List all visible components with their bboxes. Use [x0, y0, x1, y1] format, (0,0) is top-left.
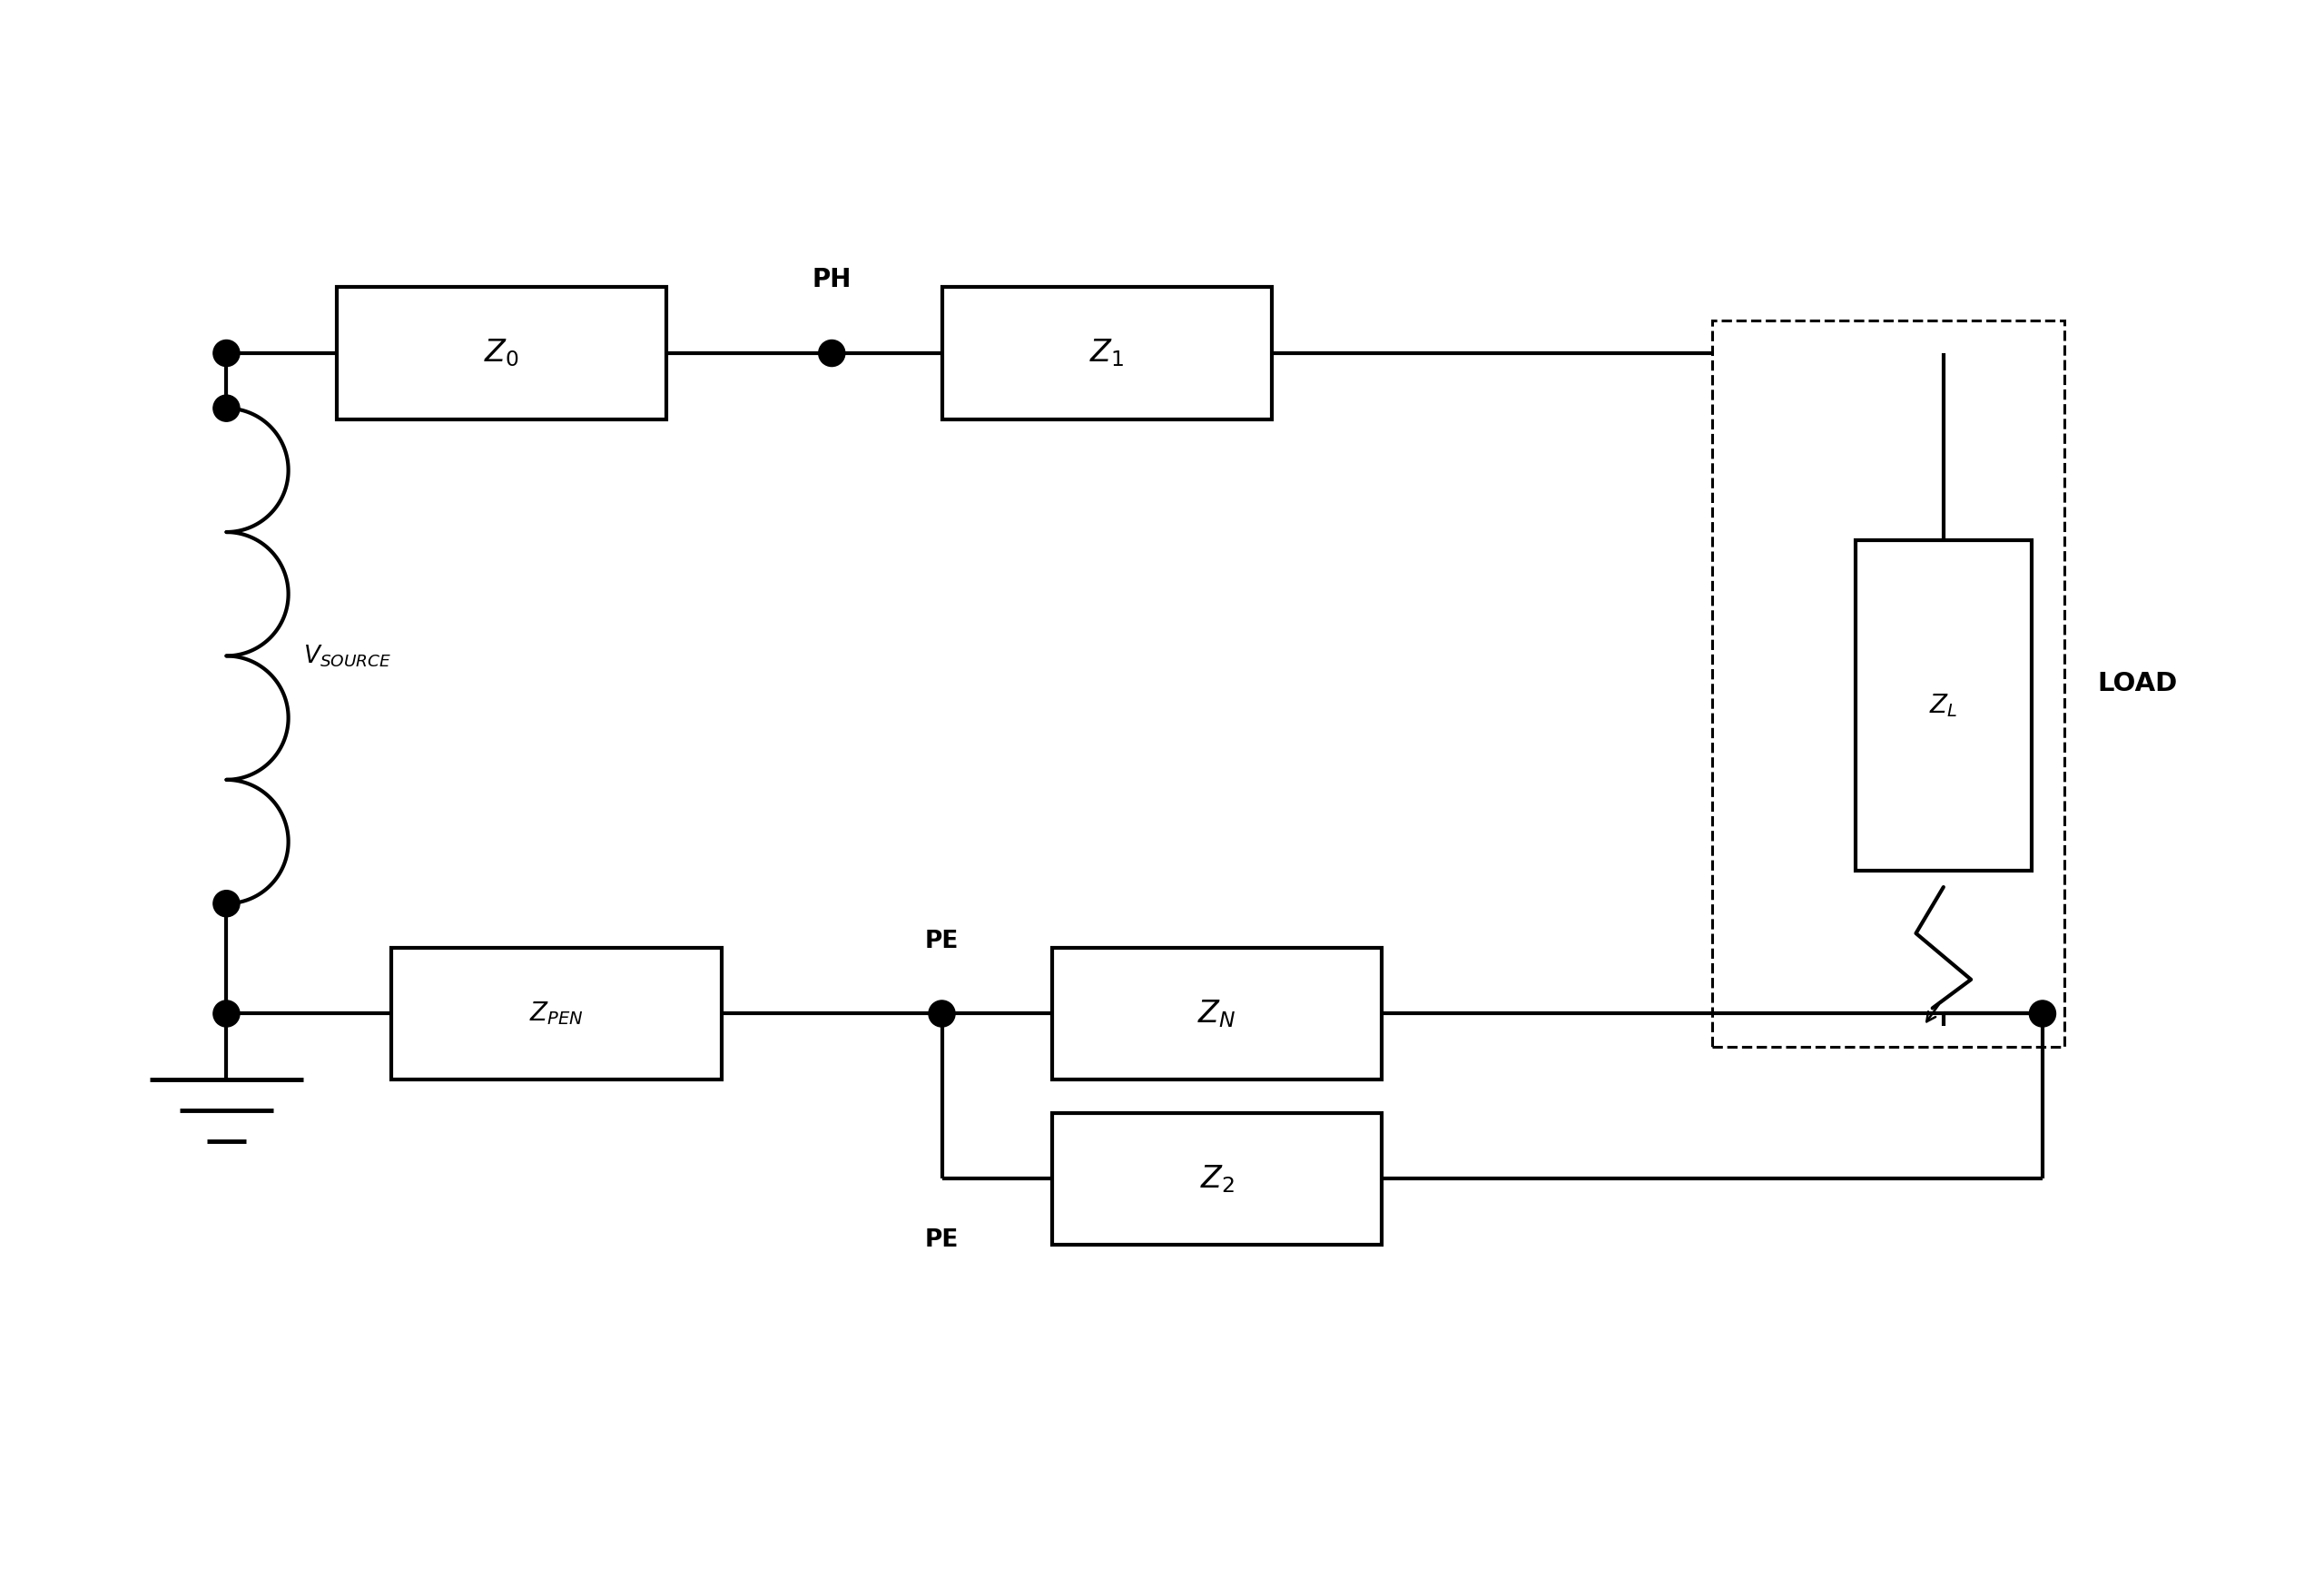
Bar	[941, 287, 1271, 419]
Circle shape	[930, 1000, 955, 1027]
Text: PE: PE	[925, 930, 960, 954]
Text: $Z_{PEN}$: $Z_{PEN}$	[530, 1000, 583, 1027]
Circle shape	[214, 395, 239, 422]
Bar	[1713, 321, 2064, 1047]
Text: $Z_N$: $Z_N$	[1197, 998, 1236, 1030]
Text: PH: PH	[811, 267, 851, 292]
Bar	[1053, 947, 1383, 1079]
Bar	[390, 947, 723, 1079]
Circle shape	[214, 890, 239, 917]
Bar	[1053, 1112, 1383, 1244]
Text: $Z_L$: $Z_L$	[1929, 692, 1957, 719]
Text: LOAD: LOAD	[2099, 671, 2178, 697]
Circle shape	[818, 340, 846, 367]
Text: $Z_2$: $Z_2$	[1199, 1163, 1234, 1195]
Bar	[337, 287, 667, 419]
Bar	[1855, 540, 2031, 871]
Text: $V_{SOURCE}$: $V_{SOURCE}$	[304, 643, 393, 668]
Circle shape	[214, 1000, 239, 1027]
Text: PE: PE	[925, 1228, 960, 1252]
Circle shape	[214, 340, 239, 367]
Circle shape	[2029, 1000, 2057, 1027]
Text: $Z_0$: $Z_0$	[483, 338, 518, 368]
Text: $Z_1$: $Z_1$	[1090, 338, 1125, 368]
